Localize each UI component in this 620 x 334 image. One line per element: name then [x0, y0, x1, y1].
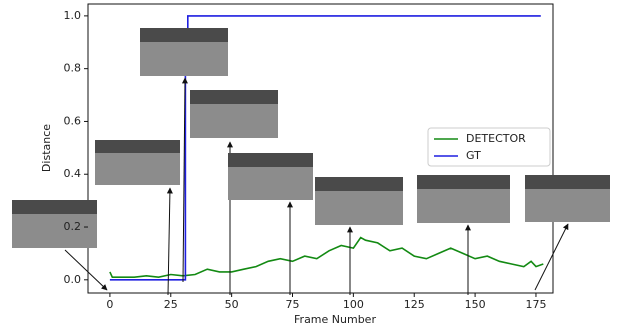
plot-frame [87, 3, 554, 294]
y-tick-label: 0.8 [64, 62, 82, 75]
frame-image [417, 175, 510, 223]
y-tick-label: 1.0 [64, 9, 82, 22]
frame-image [315, 177, 403, 225]
x-tick-label: 125 [404, 298, 425, 311]
x-tick-label: 25 [164, 298, 178, 311]
arrow [181, 77, 188, 283]
y-tick-label: 0.4 [64, 167, 82, 180]
x-tick-label: 100 [343, 298, 364, 311]
frame-image [228, 153, 313, 200]
legend-box [427, 127, 551, 167]
x-axis-label: Frame Number [294, 313, 376, 326]
thumbnails [64, 77, 569, 296]
frame-image [95, 140, 180, 185]
arrow [166, 187, 173, 296]
y-tick-label: 0.0 [64, 273, 82, 286]
y-tick-label: 0.2 [64, 220, 82, 233]
series-line [109, 236, 544, 279]
x-tick-label: 50 [225, 298, 239, 311]
arrow [64, 249, 108, 291]
y-tick-label: 0.6 [64, 114, 82, 127]
y-axis-label: Distance [40, 124, 53, 172]
x-tick-label: 75 [286, 298, 300, 311]
x-tick-label: 150 [465, 298, 486, 311]
frame-image [525, 175, 610, 222]
thumbnail-images [12, 28, 610, 248]
arrow [534, 223, 569, 291]
frame-image [140, 28, 228, 76]
x-tick-label: 0 [106, 298, 113, 311]
x-tick-label: 175 [525, 298, 546, 311]
frame-image [12, 200, 97, 248]
legend-label: GT [466, 149, 481, 162]
legend-label: DETECTOR [466, 132, 526, 145]
legend: DETECTOR GT [427, 127, 551, 167]
frame-image [190, 90, 278, 138]
